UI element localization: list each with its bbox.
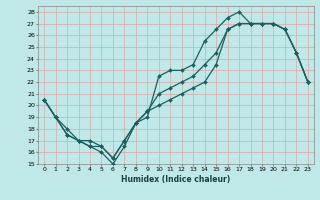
X-axis label: Humidex (Indice chaleur): Humidex (Indice chaleur) [121,175,231,184]
